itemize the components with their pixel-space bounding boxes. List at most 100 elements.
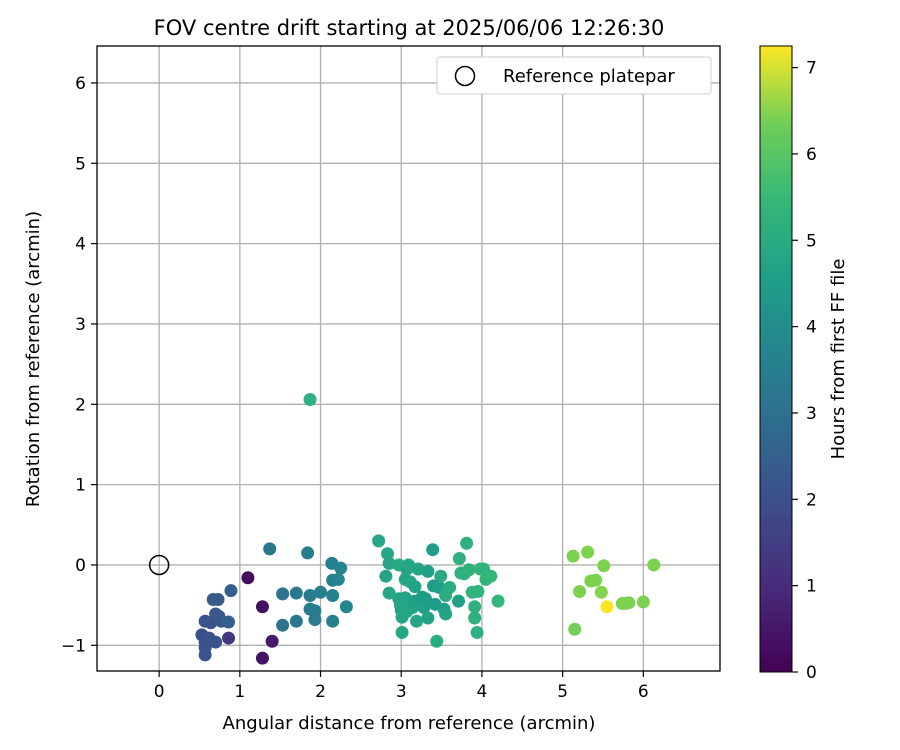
data-point — [594, 585, 608, 599]
data-point — [211, 593, 225, 607]
data-point — [289, 614, 303, 628]
chart-title: FOV centre drift starting at 2025/06/06 … — [154, 16, 665, 40]
data-point — [224, 584, 238, 598]
data-point — [382, 586, 396, 600]
data-point — [600, 600, 614, 614]
colorbar-tick-label: 6 — [806, 145, 817, 165]
data-point — [198, 614, 212, 628]
data-point — [573, 584, 587, 598]
colorbar-tick-label: 2 — [806, 490, 817, 510]
data-point — [408, 580, 422, 594]
data-point — [382, 556, 396, 570]
data-point — [636, 595, 650, 609]
data-point — [241, 571, 255, 585]
colorbar-ticks: 0 1 2 3 4 5 6 7 — [792, 59, 817, 683]
colorbar-tick-label: 5 — [806, 231, 817, 251]
colorbar-tick-label: 1 — [806, 577, 817, 597]
y-tick-label: 3 — [75, 315, 86, 335]
colorbar-label: Hours from first FF file — [828, 259, 849, 460]
legend-marker — [454, 65, 476, 87]
x-tick-label: 5 — [557, 682, 568, 702]
data-point — [276, 618, 290, 632]
x-tick-label: 1 — [234, 682, 245, 702]
reference-marker-group — [148, 554, 170, 576]
data-point — [622, 596, 636, 610]
legend-entry: Reference platepar — [503, 66, 675, 87]
legend: Reference platepar — [436, 56, 712, 95]
data-point — [443, 580, 457, 594]
data-point — [468, 600, 482, 614]
x-axis-ticks: 0 1 2 3 4 5 6 — [154, 671, 649, 702]
data-point — [334, 561, 348, 575]
data-point — [379, 569, 393, 583]
colorbar — [759, 45, 793, 673]
data-point — [222, 615, 236, 629]
y-tick-label: −1 — [61, 636, 86, 656]
data-point — [566, 549, 580, 563]
data-point — [209, 635, 223, 649]
y-axis-label: Rotation from reference (arcmin) — [23, 211, 44, 507]
y-tick-label: 5 — [75, 154, 86, 174]
data-point — [421, 564, 435, 578]
data-point — [301, 546, 315, 560]
data-point — [462, 563, 476, 577]
data-point — [452, 594, 466, 608]
y-axis-ticks: −1 0 1 2 3 4 5 6 — [61, 74, 97, 656]
data-point — [568, 622, 582, 636]
y-tick-label: 0 — [75, 556, 86, 576]
colorbar-tick-label: 3 — [806, 404, 817, 424]
data-point — [331, 572, 345, 586]
x-tick-label: 4 — [477, 682, 488, 702]
data-point — [491, 594, 505, 608]
data-point — [303, 588, 317, 602]
data-point — [326, 588, 340, 602]
data-point — [410, 614, 424, 628]
data-point — [308, 613, 322, 627]
data-point — [581, 545, 595, 559]
data-point — [314, 585, 328, 599]
data-point — [222, 631, 236, 645]
data-point — [418, 592, 432, 606]
data-point — [372, 534, 386, 548]
y-tick-label: 6 — [75, 74, 86, 94]
data-point — [471, 584, 485, 598]
x-tick-label: 3 — [396, 682, 407, 702]
data-point — [381, 547, 395, 561]
y-tick-label: 4 — [75, 235, 86, 255]
data-point — [452, 552, 466, 566]
data-point — [421, 611, 435, 625]
x-tick-label: 0 — [154, 682, 165, 702]
data-point — [484, 569, 498, 583]
x-tick-label: 6 — [638, 682, 649, 702]
data-point — [460, 536, 474, 550]
x-axis-label: Angular distance from reference (arcmin) — [223, 713, 596, 734]
data-point — [326, 614, 340, 628]
data-point — [265, 634, 279, 648]
data-point — [255, 600, 269, 614]
data-point — [276, 587, 290, 601]
data-point — [597, 559, 611, 573]
data-point — [468, 611, 482, 625]
reference-marker — [148, 554, 170, 576]
data-point — [263, 542, 277, 556]
legend-box — [436, 56, 712, 95]
plot-frame — [96, 45, 721, 672]
data-point — [430, 634, 444, 648]
data-point — [255, 651, 269, 665]
x-tick-label: 2 — [315, 682, 326, 702]
data-point — [470, 625, 484, 639]
data-point — [439, 607, 453, 621]
scatter-points — [195, 392, 661, 665]
data-point — [395, 625, 409, 639]
y-tick-label: 1 — [75, 476, 86, 496]
colorbar-tick-label: 4 — [806, 318, 817, 338]
colorbar-tick-label: 7 — [806, 59, 817, 79]
data-point — [289, 586, 303, 600]
data-point — [198, 648, 212, 662]
data-point — [303, 392, 317, 406]
y-tick-label: 2 — [75, 395, 86, 415]
data-point — [647, 558, 661, 572]
data-point — [434, 569, 448, 583]
data-point — [339, 600, 353, 614]
